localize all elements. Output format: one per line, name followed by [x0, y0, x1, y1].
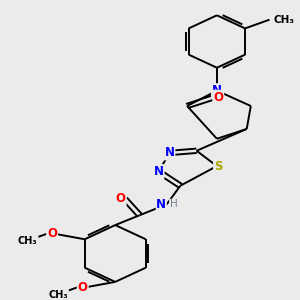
Text: O: O	[116, 192, 126, 206]
Text: CH₃: CH₃	[274, 15, 295, 25]
Text: N: N	[164, 146, 175, 160]
Text: H: H	[170, 199, 177, 209]
Text: O: O	[213, 91, 223, 104]
Text: N: N	[212, 84, 222, 97]
Text: O: O	[47, 227, 57, 240]
Text: S: S	[214, 160, 223, 172]
Text: O: O	[78, 281, 88, 294]
Text: N: N	[156, 198, 166, 211]
Text: CH₃: CH₃	[18, 236, 38, 247]
Text: CH₃: CH₃	[49, 290, 68, 300]
Text: N: N	[154, 165, 164, 178]
